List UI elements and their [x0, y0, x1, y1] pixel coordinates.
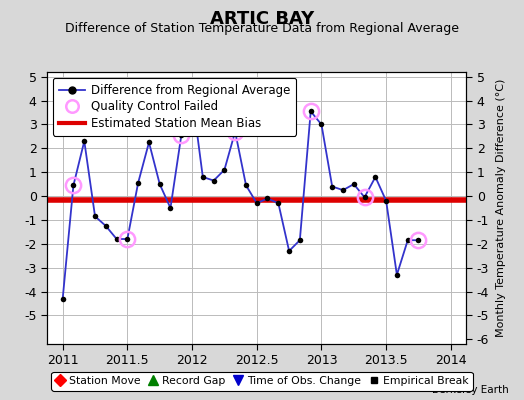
Legend: Difference from Regional Average, Quality Control Failed, Estimated Station Mean: Difference from Regional Average, Qualit… — [53, 78, 296, 136]
Text: Difference of Station Temperature Data from Regional Average: Difference of Station Temperature Data f… — [65, 22, 459, 35]
Y-axis label: Monthly Temperature Anomaly Difference (°C): Monthly Temperature Anomaly Difference (… — [496, 79, 506, 337]
Text: ARTIC BAY: ARTIC BAY — [210, 10, 314, 28]
Legend: Station Move, Record Gap, Time of Obs. Change, Empirical Break: Station Move, Record Gap, Time of Obs. C… — [51, 372, 473, 390]
Text: Berkeley Earth: Berkeley Earth — [432, 385, 508, 395]
